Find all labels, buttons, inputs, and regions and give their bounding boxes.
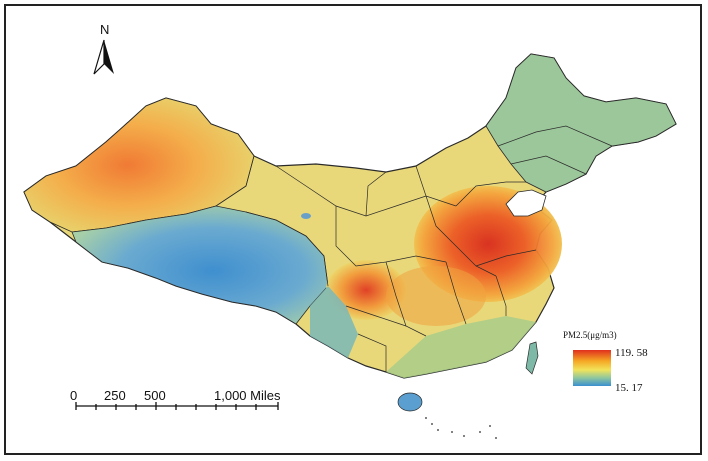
scale-label-500: 500 bbox=[144, 388, 166, 403]
legend-max-value: 119. 58 bbox=[615, 347, 648, 359]
tibet-region bbox=[71, 205, 329, 325]
southeast-coastal-region bbox=[386, 316, 536, 378]
china-pm25-map bbox=[23, 53, 677, 439]
map-frame: N 0 250 500 1,000 Miles PM2.5(μg/m3) 119… bbox=[4, 4, 702, 455]
yunnan-region bbox=[310, 286, 358, 358]
legend: PM2.5(μg/m3) 119. 58 15. 17 bbox=[551, 330, 661, 400]
south-sea-islands bbox=[425, 417, 497, 439]
bohai-sea bbox=[505, 189, 547, 217]
scale-bar-graphic bbox=[75, 402, 279, 410]
scale-label-0: 0 bbox=[70, 388, 78, 403]
scale-label-250: 250 bbox=[104, 388, 126, 403]
province-borders bbox=[215, 125, 613, 372]
north-letter: N bbox=[100, 22, 110, 37]
north-arrow: N bbox=[92, 22, 122, 76]
legend-min-value: 15. 17 bbox=[615, 382, 643, 394]
north-arrow-icon bbox=[93, 39, 114, 75]
hainan-island bbox=[397, 392, 423, 412]
legend-color-ramp bbox=[573, 350, 611, 386]
sichuan-basin-hotspot bbox=[326, 260, 406, 320]
qinghai-lake bbox=[301, 213, 311, 219]
central-china-zone bbox=[386, 266, 486, 326]
taiwan-island bbox=[525, 341, 539, 375]
scale-label-1000: 1,000 Miles bbox=[214, 388, 281, 403]
northeast-region bbox=[485, 53, 677, 193]
legend-title: PM2.5(μg/m3) bbox=[563, 330, 617, 340]
scale-bar: 0 250 500 1,000 Miles bbox=[66, 388, 306, 428]
